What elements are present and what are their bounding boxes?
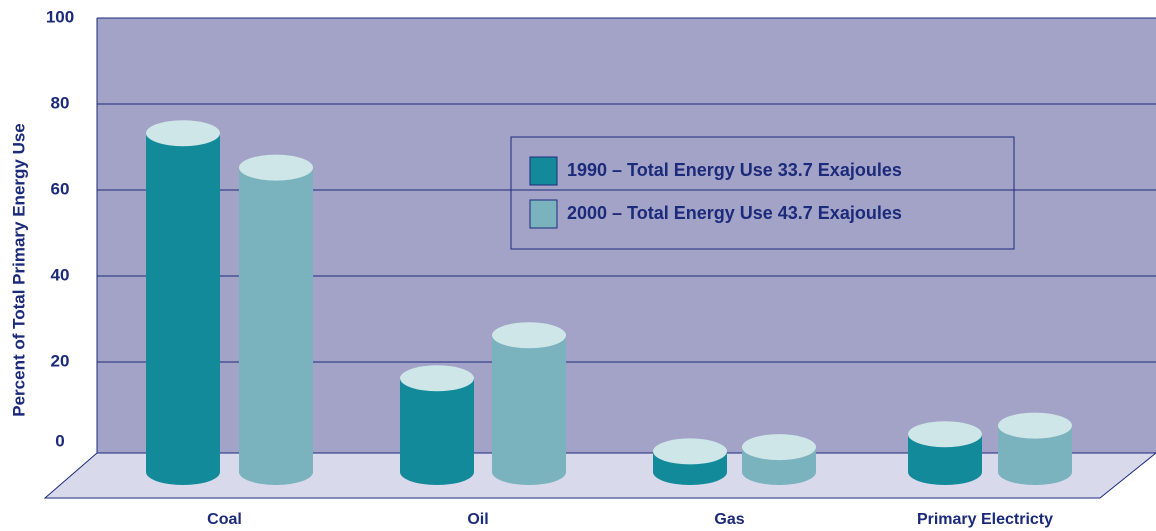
cylinder-top — [492, 322, 566, 349]
x-tick-label: Coal — [207, 511, 242, 528]
cylinder-top — [998, 412, 1072, 439]
y-tick-label: 60 — [51, 179, 70, 198]
y-axis-label: Percent of Total Primary Energy Use — [9, 123, 28, 417]
cylinder-body — [908, 434, 982, 485]
legend-label: 2000 – Total Energy Use 43.7 Exajoules — [567, 203, 902, 223]
legend-box — [510, 136, 1015, 250]
cylinder-bar — [653, 438, 727, 485]
cylinder-bar — [239, 154, 313, 485]
cylinder-top — [146, 120, 220, 147]
cylinder-top — [400, 365, 474, 392]
y-tick-label: 40 — [51, 265, 70, 284]
x-tick-label: Primary Electricty — [917, 511, 1053, 528]
cylinder-body — [400, 378, 474, 485]
cylinder-bar — [908, 421, 982, 485]
cylinder-top — [908, 421, 982, 448]
x-tick-label: Oil — [467, 511, 488, 528]
cylinder-bar — [998, 412, 1072, 485]
y-tick-label: 20 — [51, 351, 70, 370]
cylinder-body — [239, 167, 313, 485]
cylinder-bar — [400, 365, 474, 485]
cylinder-top — [742, 434, 816, 461]
y-tick-label: 100 — [46, 7, 74, 26]
legend-swatch — [529, 156, 558, 186]
cylinder-bar — [492, 322, 566, 485]
cylinder-top — [239, 154, 313, 181]
legend-swatch — [529, 199, 558, 229]
legend-label: 1990 – Total Energy Use 33.7 Exajoules — [567, 160, 902, 180]
y-tick-label: 0 — [55, 431, 64, 450]
cylinder-bar — [146, 120, 220, 485]
x-tick-label: Gas — [714, 511, 744, 528]
cylinder-bar — [742, 434, 816, 485]
cylinder-body — [146, 133, 220, 485]
cylinder-body — [998, 425, 1072, 485]
cylinder-body — [492, 335, 566, 485]
y-tick-label: 80 — [51, 93, 70, 112]
cylinder-top — [653, 438, 727, 465]
